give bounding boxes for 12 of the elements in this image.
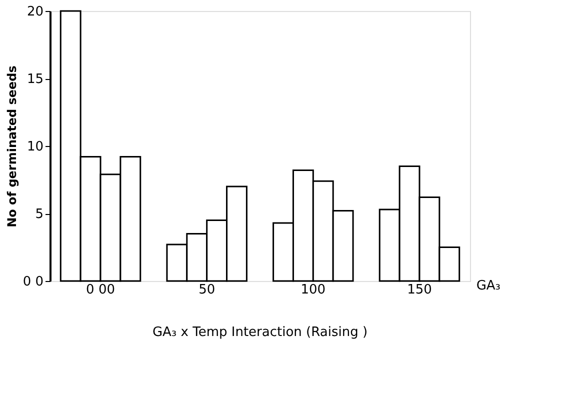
text: GA₃ x Temp Interaction (Raising ): [152, 325, 368, 340]
y-axis-title: No of germinated seeds: [4, 66, 19, 228]
x-tick-label: 100: [300, 282, 326, 298]
y-tick-label: 15: [26, 72, 44, 87]
x-tick-label: 50: [198, 282, 216, 298]
x-tick-label: 150: [407, 282, 432, 298]
y-tick-label: 0 0: [22, 274, 44, 290]
x-axis-title: GA₃: [476, 278, 500, 294]
y-tick-label: 10: [26, 140, 44, 154]
y-tick-label: 5: [35, 207, 44, 222]
y-tick-label: 20: [26, 4, 44, 20]
x-tick-label: 0 00: [86, 282, 115, 298]
